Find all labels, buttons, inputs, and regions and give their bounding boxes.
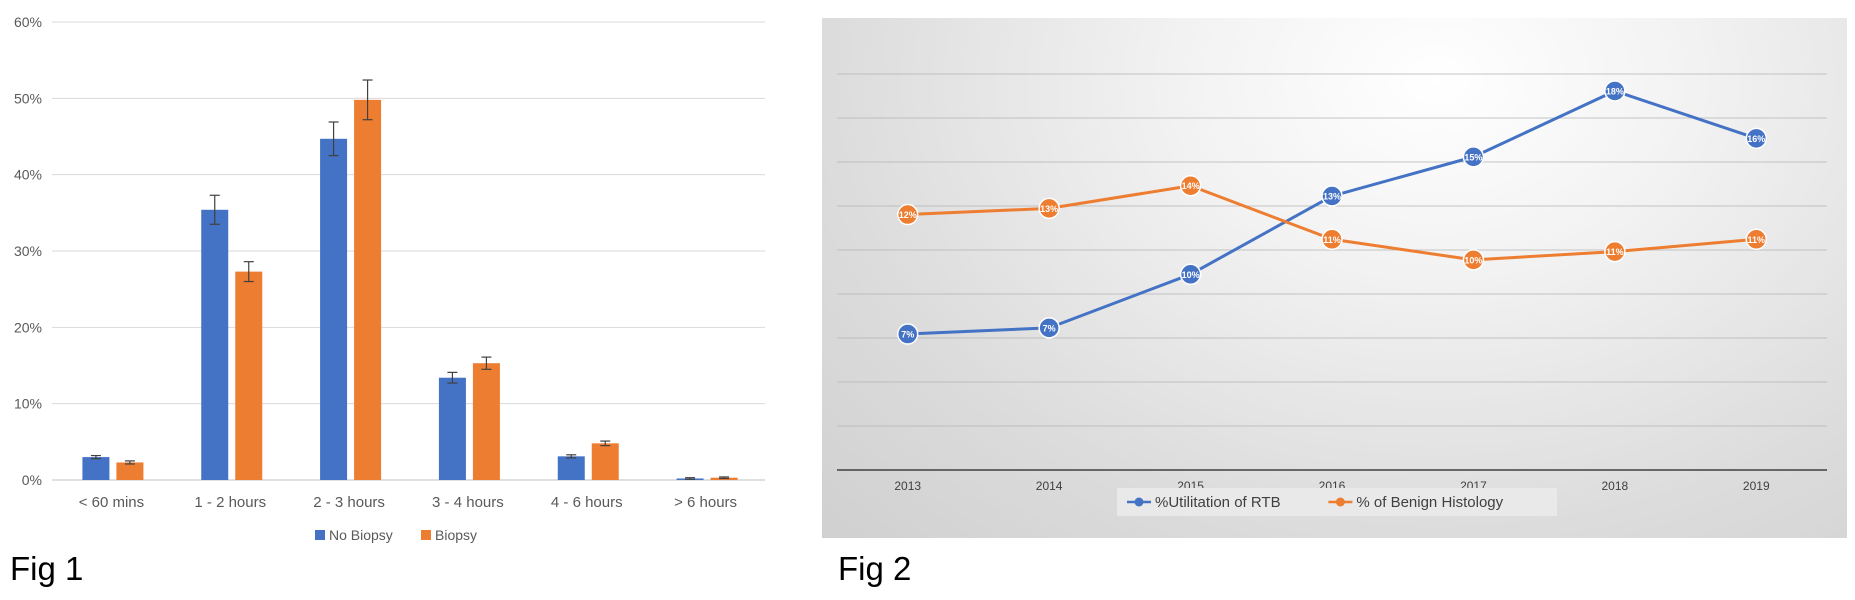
data-label: 12% [899, 210, 917, 220]
data-label: 13% [1323, 192, 1341, 202]
data-point [1321, 228, 1343, 251]
data-point [1038, 197, 1060, 220]
data-point [896, 323, 919, 345]
x-tick-label: < 60 mins [79, 494, 144, 511]
line-chart-panel-fig2: 2013 2014 2015 2016 2017 2018 2019 7% 7% 10% 13% 15… [822, 18, 1847, 538]
legend-label: Biopsy [435, 527, 477, 543]
legend-swatch [421, 530, 431, 540]
data-point [1462, 249, 1485, 271]
data-label: 11% [1323, 235, 1341, 245]
data-label: 18% [1606, 86, 1624, 96]
bar-biopsy [591, 443, 619, 480]
bar-biopsy [116, 462, 144, 480]
data-point [1038, 317, 1060, 339]
data-point [1321, 185, 1343, 207]
legend-swatch [315, 530, 325, 540]
y-tick-label: 60% [14, 14, 42, 30]
data-label: 16% [1747, 134, 1765, 144]
y-tick-label: 20% [14, 319, 42, 335]
bar-chart-fig1: 0% 10% 20% 30% 40% 50% 60% < 60 mins 1 - 2 hours… [14, 14, 765, 543]
x-tick-label: 1 - 2 hours [194, 494, 266, 511]
data-label: 11% [1748, 235, 1766, 245]
series-line--utilitation-of-rtb [907, 89, 1757, 336]
y-tick-label: 30% [14, 243, 42, 259]
data-label: 7% [901, 330, 914, 340]
legend-label: No Biopsy [329, 527, 393, 543]
legend-marker [1134, 497, 1144, 507]
x-tick-label: 4 - 6 hours [551, 494, 623, 511]
bar-no-biopsy [82, 457, 110, 480]
data-point [1745, 127, 1768, 150]
x-tick-label: > 6 hours [674, 494, 737, 511]
data-point [1745, 228, 1768, 251]
legend-label: % of Benign Histology [1356, 494, 1503, 511]
data-label: 10% [1182, 270, 1200, 280]
x-tick-label: 3 - 4 hours [432, 494, 504, 511]
data-point [1179, 174, 1202, 197]
y-tick-label: 50% [14, 90, 42, 106]
figure-1-caption: Fig 1 [10, 550, 84, 587]
data-point [896, 203, 919, 226]
x-tick-label: 2014 [1036, 479, 1063, 493]
data-point [1462, 146, 1485, 168]
data-label: 10% [1464, 255, 1482, 265]
data-point [1604, 240, 1626, 263]
data-label: 14% [1182, 181, 1200, 191]
data-point [1179, 263, 1202, 286]
line-chart-fig2: 2013 2014 2015 2016 2017 2018 20197%7%10%13%15… [837, 73, 1827, 516]
data-label: 13% [1040, 204, 1058, 214]
bar-no-biopsy [201, 209, 229, 480]
y-tick-label: 40% [14, 167, 42, 183]
x-tick-label: 2019 [1743, 479, 1770, 493]
bar-no-biopsy [320, 138, 348, 481]
bar-biopsy [472, 363, 500, 480]
figure-2-caption: Fig 2 [838, 550, 912, 587]
data-label: 7% [1043, 323, 1056, 333]
y-tick-label: 10% [14, 396, 42, 412]
x-tick-label: 2 - 3 hours [313, 494, 385, 511]
bar-biopsy [354, 99, 382, 481]
bar-no-biopsy [438, 377, 466, 480]
legend-label: %Utilitation of RTB [1155, 494, 1281, 511]
y-tick-label: 0% [22, 472, 42, 488]
data-label: 15% [1464, 152, 1482, 162]
legend-marker [1335, 497, 1345, 507]
bar-no-biopsy [557, 456, 585, 480]
x-tick-label: 2013 [894, 479, 921, 493]
bar-biopsy [235, 271, 263, 480]
data-label: 11% [1606, 247, 1624, 257]
x-tick-label: 2018 [1602, 479, 1629, 493]
data-point [1604, 80, 1626, 102]
